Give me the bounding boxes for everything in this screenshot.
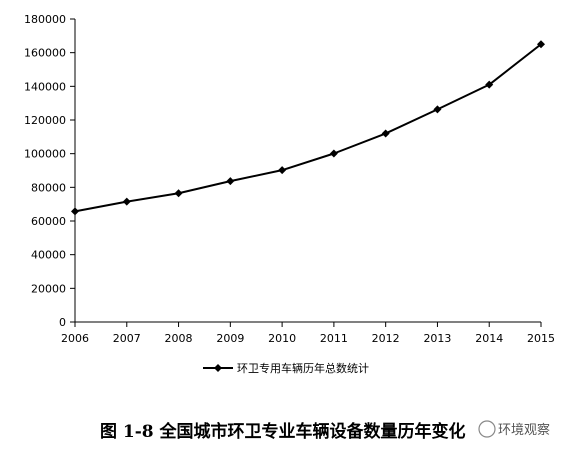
x-tick-label: 2015 — [527, 332, 555, 345]
y-tick-label: 20000 — [31, 282, 66, 295]
x-tick-label: 2010 — [268, 332, 296, 345]
x-tick-label: 2014 — [475, 332, 503, 345]
x-tick-label: 2009 — [216, 332, 244, 345]
legend: 环卫专用车辆历年总数统计 — [203, 361, 369, 375]
data-point-marker — [226, 177, 235, 186]
legend-label: 环卫专用车辆历年总数统计 — [237, 361, 369, 375]
series-layer — [71, 40, 545, 216]
y-axis-ticks: 0 20000 40000 60000 80000 100000 120000 140000 1… — [24, 13, 75, 329]
y-tick-label: 100000 — [24, 148, 66, 161]
data-point-marker — [174, 189, 183, 198]
y-tick-label: 140000 — [24, 80, 66, 93]
y-tick-label: 0 — [59, 316, 66, 329]
watermark-icon — [478, 420, 496, 438]
data-point-marker — [537, 40, 545, 49]
data-point-marker — [485, 80, 494, 89]
x-tick-label: 2008 — [165, 332, 193, 345]
x-tick-label: 2012 — [372, 332, 400, 345]
x-tick-label: 2011 — [320, 332, 348, 345]
x-axis-ticks: 2006 2007 2008 2009 2010 2011 2012 2013 2014 2015 — [61, 322, 555, 345]
y-tick-label: 60000 — [31, 215, 66, 228]
x-tick-label: 2007 — [113, 332, 141, 345]
y-tick-label: 180000 — [24, 13, 66, 26]
y-tick-label: 120000 — [24, 114, 66, 127]
data-point-marker — [122, 197, 131, 206]
data-point-marker — [278, 166, 287, 175]
watermark: 环境观察 — [478, 420, 550, 438]
x-tick-label: 2006 — [61, 332, 89, 345]
y-tick-label: 40000 — [31, 249, 66, 262]
legend-marker-diamond — [214, 364, 222, 372]
data-point-marker — [71, 207, 79, 216]
data-point-marker — [381, 129, 390, 138]
plot-area: 0 20000 40000 60000 80000 100000 120000 140000 1… — [24, 13, 555, 345]
y-tick-label: 80000 — [31, 181, 66, 194]
watermark-text: 环境观察 — [498, 423, 550, 438]
series-line — [74, 43, 542, 213]
data-point-marker — [329, 149, 338, 158]
figure-caption: 图 1-8 全国城市环卫专业车辆设备数量历年变化 — [100, 421, 466, 442]
x-tick-label: 2013 — [423, 332, 451, 345]
data-point-marker — [433, 105, 442, 114]
y-tick-label: 160000 — [24, 47, 66, 60]
